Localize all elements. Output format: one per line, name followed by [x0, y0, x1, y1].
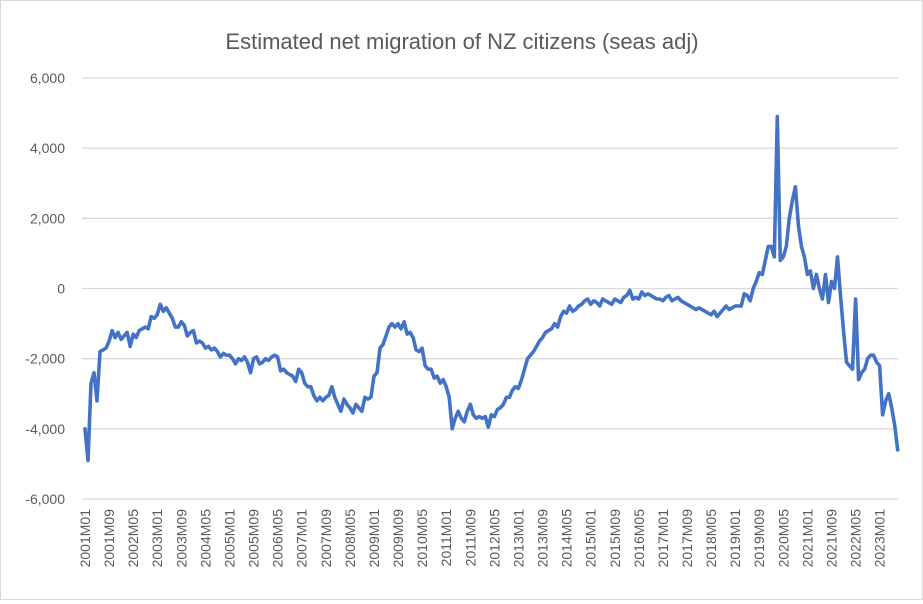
- x-tick-label: 2001M01: [77, 509, 93, 568]
- x-tick-label: 2021M09: [823, 509, 839, 568]
- x-tick-label: 2015M01: [583, 509, 599, 568]
- chart-title: Estimated net migration of NZ citizens (…: [225, 29, 698, 54]
- x-tick-label: 2003M09: [173, 509, 189, 568]
- x-tick-label: 2001M09: [101, 509, 117, 568]
- y-tick-label: -2,000: [25, 351, 65, 367]
- x-tick-label: 2019M01: [727, 509, 743, 568]
- x-tick-label: 2019M09: [751, 509, 767, 568]
- x-tick-label: 2007M01: [294, 509, 310, 568]
- x-tick-label: 2002M05: [125, 509, 141, 568]
- y-tick-label: 0: [57, 281, 65, 297]
- y-tick-label: 4,000: [30, 140, 65, 156]
- y-tick-label: 2,000: [30, 210, 65, 226]
- x-tick-label: 2013M01: [510, 509, 526, 568]
- x-tick-label: 2008M05: [342, 509, 358, 568]
- series-layer: [83, 114, 900, 463]
- x-tick-label: 2014M05: [559, 509, 575, 568]
- x-tick-label: 2018M05: [703, 509, 719, 568]
- y-axis-labels: 6,000 4,000 2,000 0 -2,000 -4,000 -6,000: [25, 70, 65, 507]
- x-tick-label: 2017M01: [655, 509, 671, 568]
- x-tick-label: 2009M01: [366, 509, 382, 568]
- x-tick-label: 2011M01: [438, 509, 454, 567]
- x-tick-label: 2010M05: [414, 509, 430, 568]
- x-tick-label: 2013M09: [535, 509, 551, 568]
- x-tick-label: 2017M09: [679, 509, 695, 568]
- x-tick-label: 2023M01: [872, 509, 888, 568]
- x-tick-label: 2016M05: [631, 509, 647, 568]
- x-tick-label: 2007M09: [318, 509, 334, 568]
- gridlines: [82, 77, 898, 500]
- x-tick-label: 2022M05: [848, 509, 864, 568]
- x-tick-label: 2011M09: [462, 509, 478, 567]
- y-tick-label: 6,000: [30, 70, 65, 86]
- x-tick-label: 2006M05: [270, 509, 286, 568]
- y-tick-label: -6,000: [25, 491, 65, 507]
- x-axis-labels: 2001M01 2001M09 2002M05 2003M01 2003M09 2004M…: [77, 509, 888, 568]
- x-tick-label: 2005M09: [246, 509, 262, 568]
- x-tick-label: 2015M09: [607, 509, 623, 568]
- x-tick-label: 2012M05: [486, 509, 502, 568]
- y-tick-label: -4,000: [25, 421, 65, 437]
- x-tick-label: 2005M01: [221, 509, 237, 568]
- x-tick-label: 2021M01: [799, 509, 815, 568]
- series-line: [83, 114, 900, 463]
- x-tick-label: 2009M09: [390, 509, 406, 568]
- x-tick-label: 2004M05: [197, 509, 213, 568]
- x-tick-label: 2020M05: [775, 509, 791, 568]
- x-tick-label: 2003M01: [149, 509, 165, 568]
